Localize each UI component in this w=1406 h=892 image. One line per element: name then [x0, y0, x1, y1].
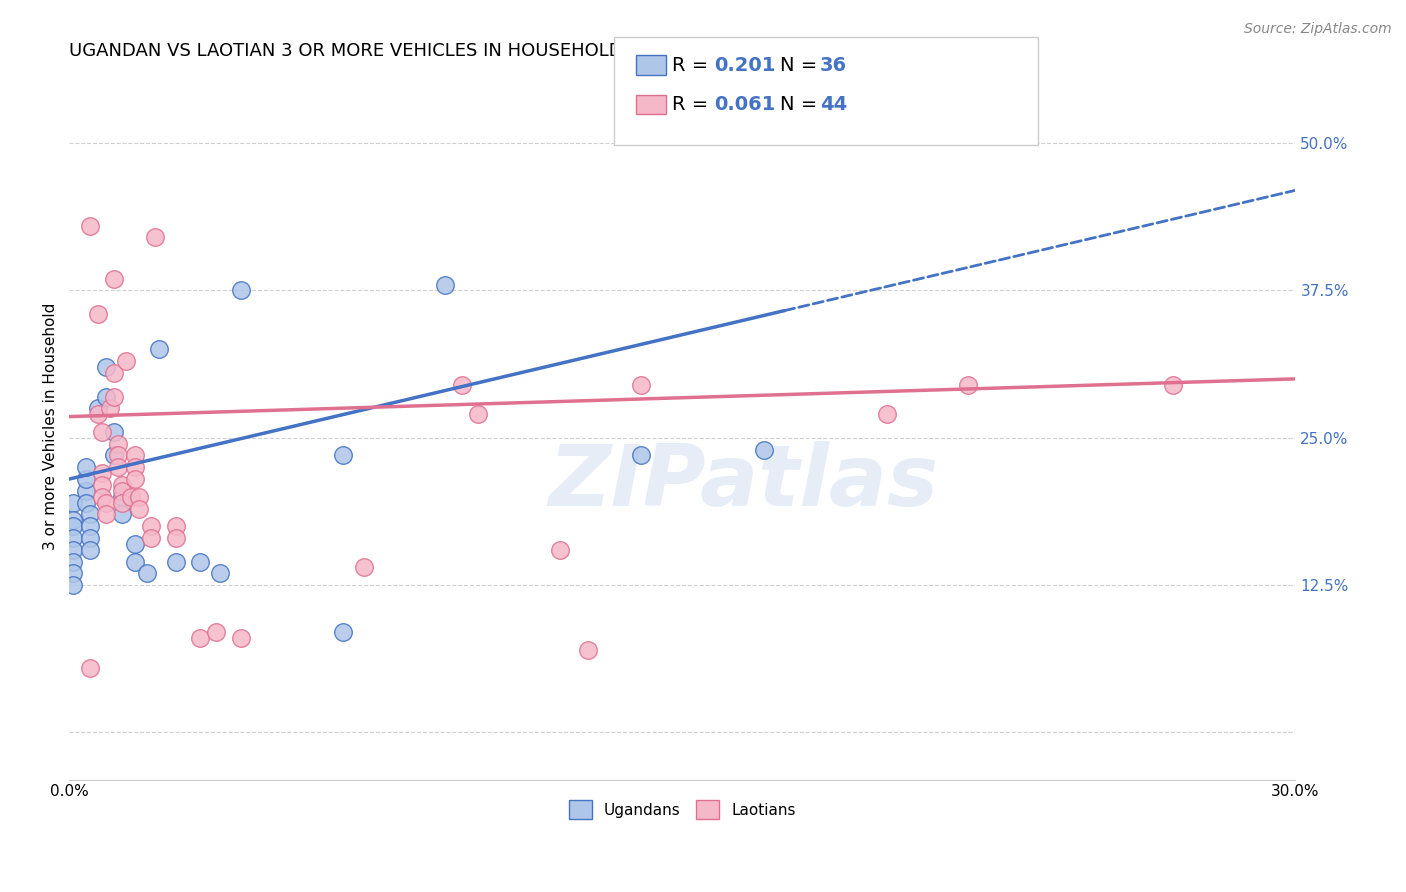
Point	[107, 460, 129, 475]
Point	[229, 631, 252, 645]
Point	[165, 555, 187, 569]
Point	[111, 490, 134, 504]
Point	[62, 566, 84, 581]
Y-axis label: 3 or more Vehicles in Household: 3 or more Vehicles in Household	[44, 302, 58, 549]
Point	[876, 407, 898, 421]
Point	[94, 360, 117, 375]
Point	[630, 449, 652, 463]
Point	[75, 483, 97, 498]
Point	[135, 566, 157, 581]
Point	[957, 377, 980, 392]
Point	[103, 425, 125, 439]
Point	[128, 490, 150, 504]
Point	[752, 442, 775, 457]
Point	[434, 277, 457, 292]
Point	[111, 478, 134, 492]
Point	[87, 307, 110, 321]
Point	[111, 508, 134, 522]
Point	[62, 531, 84, 545]
Text: R =: R =	[672, 95, 714, 114]
Point	[75, 460, 97, 475]
Point	[90, 478, 112, 492]
Point	[111, 483, 134, 498]
Point	[120, 490, 142, 504]
Point	[103, 366, 125, 380]
Point	[115, 354, 138, 368]
Point	[148, 343, 170, 357]
Point	[332, 449, 354, 463]
Legend: Ugandans, Laotians: Ugandans, Laotians	[562, 794, 801, 825]
Point	[62, 578, 84, 592]
Text: 0.061: 0.061	[714, 95, 776, 114]
Point	[103, 449, 125, 463]
Point	[87, 407, 110, 421]
Point	[62, 555, 84, 569]
Point	[75, 472, 97, 486]
Point	[128, 501, 150, 516]
Point	[79, 219, 101, 233]
Point	[139, 531, 162, 545]
Text: ZIPatlas: ZIPatlas	[548, 441, 939, 524]
Text: 44: 44	[820, 95, 846, 114]
Text: 0.201: 0.201	[714, 55, 776, 75]
Text: N =: N =	[780, 95, 824, 114]
Point	[79, 542, 101, 557]
Point	[90, 466, 112, 480]
Point	[165, 519, 187, 533]
Text: N =: N =	[780, 55, 824, 75]
Point	[209, 566, 232, 581]
Point	[79, 531, 101, 545]
Text: Source: ZipAtlas.com: Source: ZipAtlas.com	[1244, 22, 1392, 37]
Point	[188, 631, 211, 645]
Point	[111, 495, 134, 509]
Point	[94, 495, 117, 509]
Point	[90, 425, 112, 439]
Point	[124, 555, 146, 569]
Point	[630, 377, 652, 392]
Point	[87, 401, 110, 416]
Point	[353, 560, 375, 574]
Point	[229, 284, 252, 298]
Point	[124, 472, 146, 486]
Point	[139, 519, 162, 533]
Point	[332, 625, 354, 640]
Point	[143, 230, 166, 244]
Point	[98, 401, 121, 416]
Point	[188, 555, 211, 569]
Text: R =: R =	[672, 55, 714, 75]
Point	[62, 513, 84, 527]
Point	[103, 390, 125, 404]
Point	[107, 449, 129, 463]
Point	[79, 660, 101, 674]
Point	[79, 508, 101, 522]
Point	[94, 508, 117, 522]
Text: 36: 36	[820, 55, 846, 75]
Point	[165, 531, 187, 545]
Point	[103, 271, 125, 285]
Point	[79, 519, 101, 533]
Point	[450, 377, 472, 392]
Point	[94, 390, 117, 404]
Point	[62, 495, 84, 509]
Text: UGANDAN VS LAOTIAN 3 OR MORE VEHICLES IN HOUSEHOLD CORRELATION CHART: UGANDAN VS LAOTIAN 3 OR MORE VEHICLES IN…	[69, 42, 824, 60]
Point	[576, 643, 599, 657]
Point	[467, 407, 489, 421]
Point	[1161, 377, 1184, 392]
Point	[124, 449, 146, 463]
Point	[62, 542, 84, 557]
Point	[75, 495, 97, 509]
Point	[90, 490, 112, 504]
Point	[205, 625, 228, 640]
Point	[124, 460, 146, 475]
Point	[124, 537, 146, 551]
Point	[107, 436, 129, 450]
Point	[548, 542, 571, 557]
Point	[62, 519, 84, 533]
